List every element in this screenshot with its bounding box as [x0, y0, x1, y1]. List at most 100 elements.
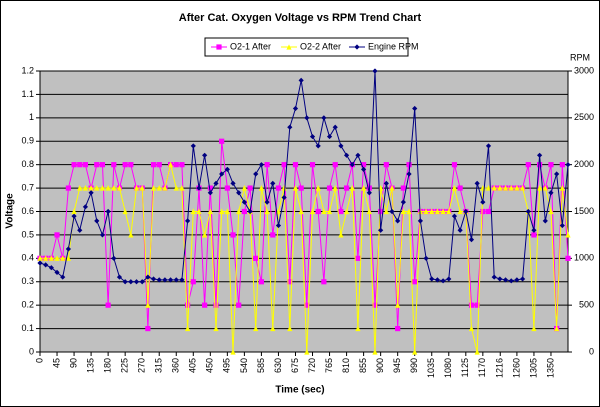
point [463, 208, 469, 215]
point [275, 222, 282, 229]
point [304, 302, 310, 308]
point [559, 162, 565, 168]
point [457, 185, 463, 191]
point [196, 208, 202, 215]
point [43, 262, 49, 268]
point [43, 255, 49, 261]
point [434, 208, 441, 215]
point [315, 143, 321, 149]
point [457, 227, 463, 233]
point [105, 208, 111, 215]
point [372, 348, 378, 355]
y-tick-label: 0.5 [21, 229, 34, 239]
point [185, 218, 191, 224]
point [133, 279, 140, 285]
point [48, 265, 54, 271]
point [400, 199, 406, 205]
point [122, 208, 128, 215]
point [292, 105, 299, 112]
point [565, 162, 571, 168]
x-tick-label: 945 [392, 358, 402, 373]
point [565, 255, 571, 261]
point [88, 184, 94, 191]
point [213, 180, 219, 186]
point [440, 278, 446, 284]
point [332, 184, 338, 191]
x-tick-label: 675 [290, 358, 300, 373]
point [485, 143, 492, 149]
point [128, 162, 134, 168]
point [60, 274, 66, 280]
point [156, 277, 162, 283]
point [99, 162, 106, 168]
point [128, 279, 134, 285]
point [531, 232, 537, 238]
point [241, 184, 247, 191]
point [412, 348, 418, 355]
x-tick-label: 990 [409, 358, 419, 373]
point [185, 302, 191, 308]
legend-marker [216, 44, 222, 50]
point [508, 278, 514, 284]
point [236, 208, 242, 215]
x-tick-label: 495 [222, 358, 232, 373]
point [400, 208, 406, 215]
y-tick-label: 1.1 [21, 89, 34, 99]
point [241, 199, 247, 205]
point [258, 184, 265, 191]
point [429, 208, 435, 215]
point [207, 190, 213, 196]
point [37, 255, 43, 261]
point [548, 190, 554, 196]
point [332, 124, 338, 130]
point [502, 184, 509, 191]
point [71, 208, 77, 215]
x-tick-label: 585 [256, 358, 266, 373]
series [37, 68, 571, 285]
point [451, 213, 458, 219]
point [309, 208, 316, 215]
point [77, 184, 83, 191]
point [145, 274, 151, 280]
point [355, 325, 361, 332]
point [383, 208, 389, 215]
point [559, 222, 565, 229]
point [412, 279, 418, 285]
chart-title: After Cat. Oxygen Voltage vs RPM Trend C… [179, 12, 422, 24]
point [150, 162, 157, 168]
legend-label: Engine RPM [368, 41, 419, 51]
point [122, 279, 128, 285]
point [389, 208, 395, 215]
point [65, 246, 71, 252]
point [366, 208, 372, 215]
point [480, 208, 486, 215]
point [343, 208, 350, 215]
point [361, 166, 367, 172]
point [349, 162, 355, 168]
point [332, 162, 338, 168]
point [355, 255, 361, 261]
point [213, 302, 219, 308]
x-tick-label: 540 [239, 358, 249, 373]
point [565, 231, 571, 238]
point [230, 180, 236, 186]
point [468, 237, 475, 243]
point [554, 171, 560, 177]
point [378, 208, 384, 215]
point [417, 218, 423, 224]
point [457, 208, 463, 215]
point [287, 325, 293, 332]
x-tick-label: 1170 [477, 358, 487, 377]
point [429, 276, 435, 282]
point [190, 208, 196, 215]
point [531, 227, 537, 233]
y2-tick-label: 1500 [574, 206, 594, 216]
y-tick-label: 0.1 [21, 323, 34, 333]
series-line [39, 70, 569, 283]
point [219, 208, 225, 215]
y-tick-label: 0.3 [21, 276, 34, 286]
y-tick-label: 1 [29, 112, 34, 122]
point [372, 302, 378, 308]
point [105, 302, 111, 308]
